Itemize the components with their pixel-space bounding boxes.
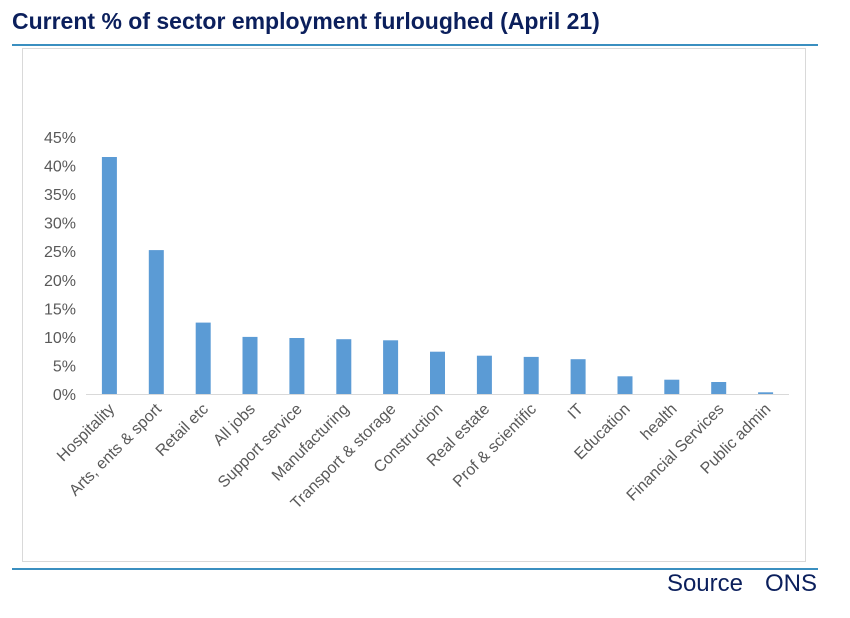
y-tick-label: 35% — [44, 187, 76, 204]
x-tick-label: Support service — [215, 401, 306, 492]
chart-frame: 0% 5% 10% 15% 20% 25% 30% 35% 40% 45% Hospitality A… — [22, 48, 806, 562]
bar — [664, 379, 680, 394]
source-label: Source — [666, 570, 743, 597]
chart-title: Current % of sector employment furloughe… — [12, 8, 600, 34]
y-tick-label: 30% — [44, 216, 76, 233]
y-tick-label: 0% — [53, 387, 76, 404]
bar — [570, 359, 586, 394]
y-tick-label: 45% — [44, 130, 76, 147]
y-tick-label: 25% — [44, 244, 76, 261]
bar — [336, 339, 352, 394]
bar — [148, 250, 164, 394]
bar-chart: 0%5%10%15%20%25%30%35%40%45%HospitalityA… — [44, 130, 789, 512]
x-tick-label: Prof & scientific — [450, 401, 540, 491]
bar — [430, 351, 445, 394]
bar — [711, 382, 727, 394]
bar — [758, 392, 774, 394]
bar — [476, 355, 492, 394]
y-tick-label: 15% — [44, 301, 76, 318]
bar — [195, 322, 211, 394]
bar — [242, 336, 258, 394]
footer-rule — [12, 568, 818, 570]
x-tick-label: Arts, ents & sport — [66, 400, 165, 499]
x-tick-label: IT — [565, 401, 587, 423]
bar — [617, 376, 633, 394]
title-underline — [12, 44, 818, 46]
bar — [523, 356, 539, 394]
x-tick-label: health — [638, 401, 681, 444]
y-tick-label: 10% — [44, 330, 76, 347]
y-tick-label: 20% — [44, 273, 76, 290]
source-value: ONS — [764, 570, 817, 597]
source-note: Source ONS — [667, 570, 817, 598]
bar — [289, 338, 305, 394]
y-tick-label: 40% — [44, 159, 76, 176]
bar — [383, 340, 399, 394]
bar — [101, 157, 117, 394]
y-tick-label: 5% — [53, 358, 76, 375]
